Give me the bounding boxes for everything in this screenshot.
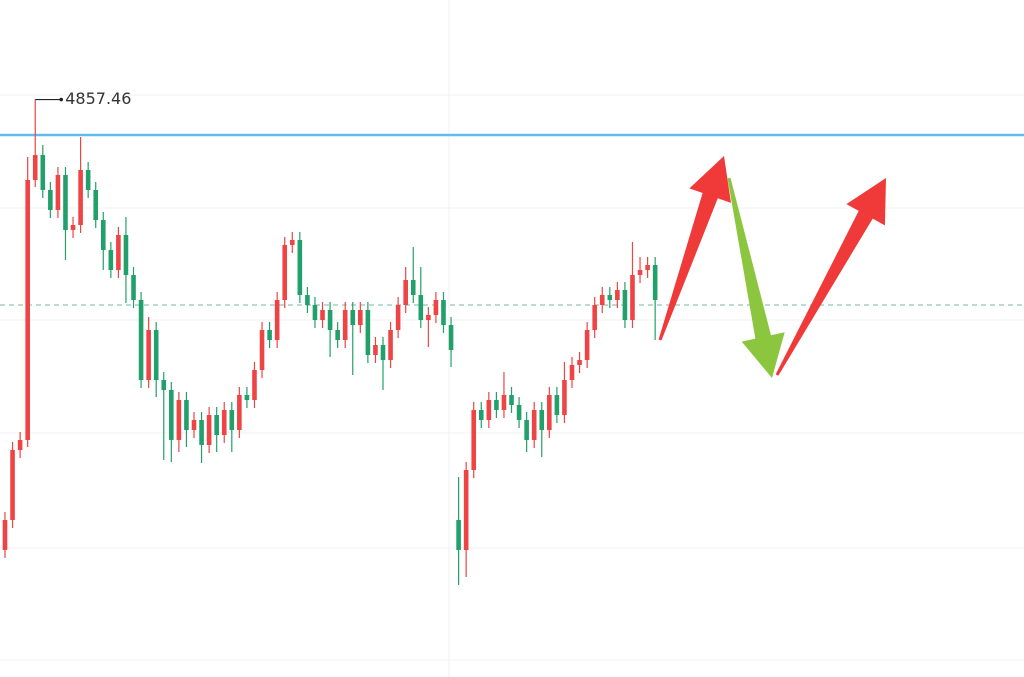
candle-body: [554, 395, 560, 415]
candle-body: [373, 345, 378, 355]
candle-body: [622, 290, 628, 320]
candle-body: [274, 300, 280, 340]
candle-body: [85, 170, 91, 190]
candle-body: [652, 265, 658, 300]
candle-body: [342, 310, 348, 340]
candle-body: [501, 395, 507, 410]
candle-body: [312, 305, 318, 320]
candle-body: [426, 315, 431, 320]
candle-body: [569, 365, 575, 380]
candle-body: [637, 270, 643, 275]
candle-body: [63, 175, 68, 230]
candle-body: [645, 265, 650, 270]
candle-body: [116, 235, 121, 270]
candle-body: [539, 410, 545, 430]
candle-body: [138, 300, 144, 380]
candle-body: [267, 330, 272, 340]
candle-body: [40, 155, 46, 190]
candle-body: [433, 300, 439, 315]
high-label: 4857.46: [65, 89, 131, 108]
candle-body: [403, 280, 408, 305]
candle-body: [191, 420, 197, 430]
candle-body: [592, 305, 597, 330]
candle-body: [161, 380, 167, 390]
arrow-down: [727, 177, 785, 378]
candle-body: [630, 275, 635, 320]
candle-body: [252, 370, 257, 400]
candle-body: [32, 155, 38, 180]
arrow-up: [775, 178, 886, 376]
candle-body: [131, 275, 136, 300]
candle-body: [350, 310, 356, 325]
candle-body: [282, 245, 288, 300]
candle-body: [229, 410, 235, 430]
candle-body: [441, 300, 446, 325]
candle-body: [456, 520, 461, 550]
candle-body: [289, 240, 295, 245]
candle-body: [305, 295, 310, 305]
candle-body: [55, 175, 61, 210]
candle-body: [297, 240, 303, 295]
candle-body: [471, 410, 477, 470]
candle-body: [358, 310, 363, 325]
candle-body: [244, 395, 250, 400]
candle-body: [463, 470, 469, 550]
candle-body: [259, 330, 265, 370]
candle-body: [327, 310, 333, 330]
candle-body: [607, 295, 613, 300]
candle-body: [524, 420, 529, 440]
candle-body: [547, 395, 552, 430]
candle-body: [418, 295, 424, 320]
arrow-up: [658, 156, 731, 341]
candle-body: [335, 330, 340, 340]
candle-body: [17, 440, 23, 450]
candle-body: [448, 325, 454, 350]
candle-body: [584, 330, 590, 360]
candle-body: [237, 395, 242, 430]
candle-body: [478, 410, 484, 420]
candle-body: [199, 420, 204, 445]
candle-body: [395, 305, 401, 330]
candle-body: [562, 380, 567, 415]
candle-body: [123, 235, 129, 275]
candle-body: [320, 310, 325, 320]
candle-body: [509, 395, 514, 405]
high-marker-dot: [59, 97, 64, 102]
candle-body: [599, 295, 605, 305]
candle-body: [206, 415, 212, 445]
candle-body: [486, 400, 492, 420]
candle-body: [214, 415, 219, 435]
candle-body: [388, 330, 393, 360]
candle-body: [531, 410, 537, 440]
candle-body: [93, 190, 99, 220]
candle-body: [365, 310, 371, 355]
candle-body: [108, 250, 114, 270]
candle-body: [78, 170, 83, 225]
candle-body: [494, 400, 499, 410]
candle-body: [380, 345, 386, 360]
candle-body: [184, 400, 189, 430]
candle-body: [146, 330, 151, 380]
candle-body: [153, 330, 159, 380]
candle-body: [25, 180, 30, 440]
candle-body: [516, 405, 522, 420]
candle-body: [48, 190, 53, 210]
candle-body: [169, 390, 174, 440]
candle-body: [221, 410, 227, 435]
candle-body: [410, 280, 416, 295]
candle-body: [615, 290, 620, 300]
candle-body: [10, 450, 15, 520]
candle-body: [176, 400, 182, 440]
candle-body: [2, 520, 8, 550]
candle-body: [70, 225, 76, 230]
candle-body: [100, 220, 106, 250]
candle-body: [577, 360, 582, 365]
